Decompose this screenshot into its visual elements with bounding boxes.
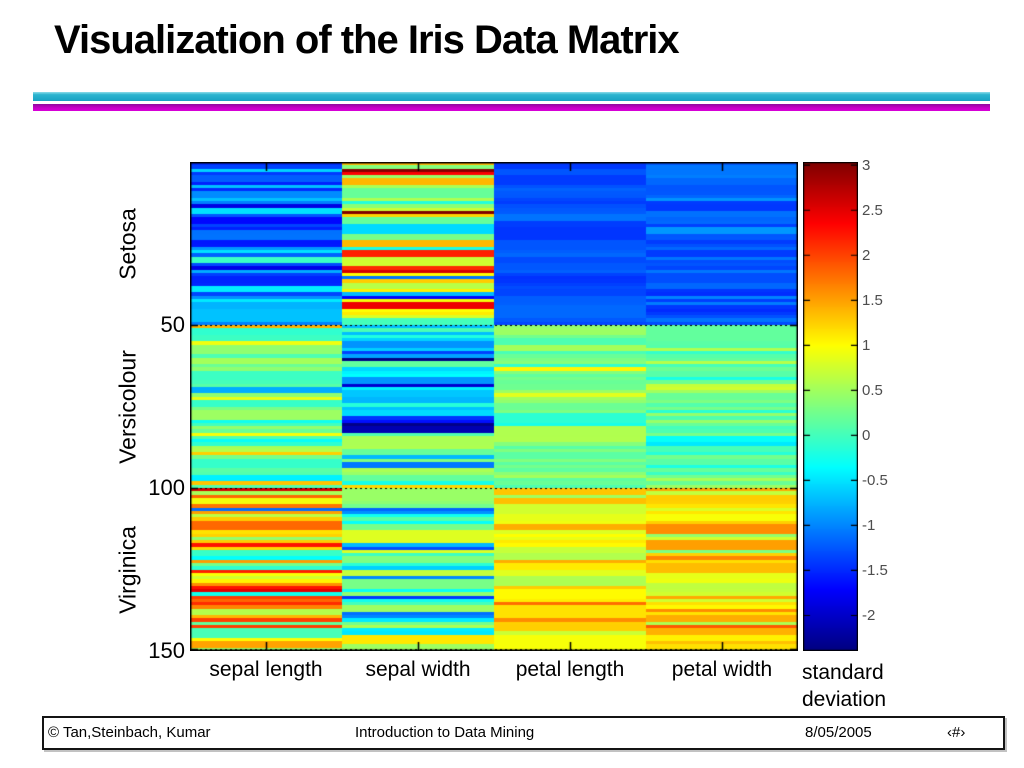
x-axis-label-petal-width: petal width [671, 658, 773, 681]
species-label-setosa: Setosa [114, 207, 141, 280]
footer-page-number: ‹#› [947, 724, 966, 741]
accent-line-magenta [33, 104, 990, 111]
species-label-virginica: Virginica [114, 525, 141, 614]
footer-date: 8/05/2005 [805, 724, 872, 741]
colorbar-tick-label-1: 1 [862, 336, 871, 354]
colorbar-canvas [803, 162, 858, 651]
colorbar-tick-label-0.5: 0.5 [862, 381, 883, 399]
slide-title: Visualization of the Iris Data Matrix [54, 18, 680, 62]
species-label-versicolour: Versicolour [114, 349, 141, 464]
x-axis-label-sepal-length: sepal length [209, 658, 323, 681]
colorbar-tick-label-1.5: 1.5 [862, 291, 883, 309]
y-tick-label-150: 150 [148, 638, 185, 663]
footer-book-title: Introduction to Data Mining [355, 724, 535, 741]
y-tick-label-50: 50 [160, 312, 185, 337]
accent-line-teal [33, 92, 990, 101]
colorbar-tick-label-0: 0 [862, 426, 871, 444]
colorbar-tick-label-3: 3 [862, 156, 871, 174]
iris-heatmap-canvas [190, 162, 798, 651]
colorbar-tick-label--1.5: -1.5 [862, 561, 888, 579]
colorbar-tick-label-2.5: 2.5 [862, 201, 883, 219]
footer-copyright: © Tan,Steinbach, Kumar [48, 724, 211, 741]
x-axis-label-petal-length: petal length [515, 658, 625, 681]
colorbar-tick-label--1: -1 [862, 516, 876, 534]
x-axis-label-sepal-width: sepal width [365, 658, 471, 681]
footer-box: © Tan,Steinbach, Kumar Introduction to D… [42, 716, 1005, 750]
colorbar-tick-label-2: 2 [862, 246, 871, 264]
colorbar-tick-label--2: -2 [862, 606, 876, 624]
y-tick-label-100: 100 [148, 475, 185, 500]
colorbar-tick-label--0.5: -0.5 [862, 471, 888, 489]
colorbar-title: standard deviation [802, 661, 887, 711]
